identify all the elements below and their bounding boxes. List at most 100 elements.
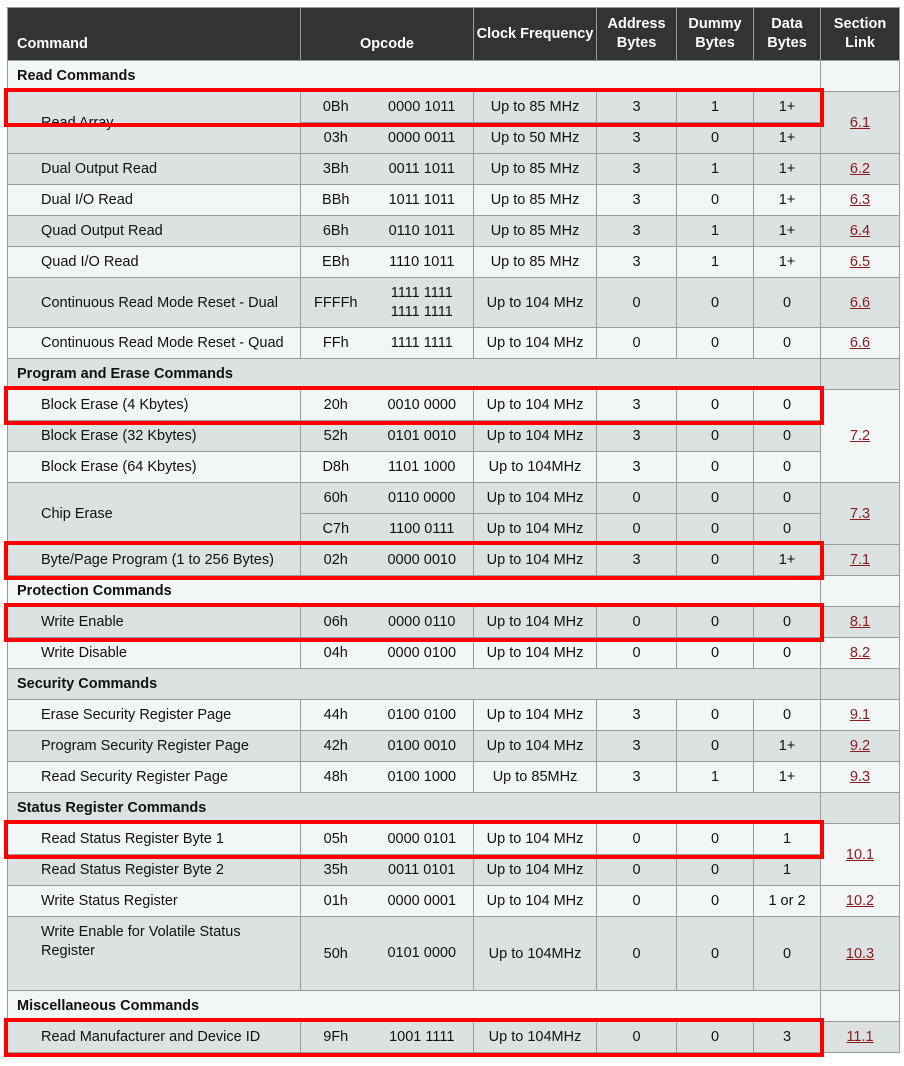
address-bytes: 0: [596, 277, 678, 328]
data-bytes: 0: [753, 327, 822, 359]
address-bytes: 0: [596, 823, 678, 855]
section-link[interactable]: 8.2: [849, 645, 871, 661]
section-link[interactable]: 9.1: [849, 707, 871, 723]
section-header-row: Status Register Commands: [6, 792, 901, 824]
header-opcode: Opcode: [299, 7, 475, 61]
header-clock: Clock Frequency: [473, 7, 598, 61]
dummy-bytes: 0: [676, 420, 755, 452]
table-row: Read Array 0Bh 0000 1011 Up to 85 MHz 3 1 1+ 6.…: [7, 91, 901, 154]
section-title: Security Commands: [6, 668, 822, 700]
section-link[interactable]: 6.6: [849, 335, 871, 351]
table-row: Block Erase (4 Kbytes) 20h 0010 0000 Up to …: [7, 389, 901, 483]
table-row: Dual I/O Read BBh 1011 1011 Up to 85 MHz 3 0 1…: [7, 184, 901, 216]
opcode-binary: 0010 0000: [370, 389, 475, 421]
command-table: Command Opcode Clock Frequency Address B…: [6, 7, 901, 1053]
opcode-binary: 0100 1000: [370, 761, 475, 793]
section-link-cell: 6.2: [820, 153, 901, 185]
command-name: Dual I/O Read: [7, 184, 301, 216]
section-link[interactable]: 6.5: [849, 254, 871, 270]
command-name: Program Security Register Page: [7, 730, 301, 762]
opcode-hex: 48h: [300, 761, 371, 793]
clock-frequency: Up to 104 MHz: [473, 482, 598, 514]
opcode-hex: BBh: [300, 184, 371, 216]
opcode-hex: 0Bh: [300, 91, 371, 123]
dummy-bytes: 0: [676, 885, 755, 917]
command-name: Block Erase (32 Kbytes): [7, 420, 301, 452]
clock-frequency: Up to 104MHz: [473, 1021, 598, 1053]
data-bytes: 0: [753, 451, 822, 483]
section-link-cell: 9.2: [820, 730, 901, 762]
table-header-row: Command Opcode Clock Frequency Address B…: [7, 7, 901, 61]
opcode-hex: 01h: [300, 885, 371, 917]
opcode-binary: 0000 0110: [370, 606, 475, 638]
section-link[interactable]: 6.3: [849, 192, 871, 208]
header-section: Section Link: [820, 7, 901, 61]
section-link[interactable]: 10.3: [845, 945, 875, 962]
table-row: Byte/Page Program (1 to 256 Bytes) 02h 000…: [7, 544, 901, 576]
section-link[interactable]: 7.2: [849, 428, 871, 444]
section-title: Miscellaneous Commands: [6, 990, 822, 1022]
section-header-row: Security Commands: [6, 668, 901, 700]
opcode-hex: EBh: [300, 246, 371, 278]
data-bytes: 1+: [753, 215, 822, 247]
opcode-binary: 0000 0100: [370, 637, 475, 669]
dummy-bytes: 0: [676, 544, 755, 576]
section-link-cell: 6.6: [820, 327, 901, 359]
section-link[interactable]: 9.3: [849, 769, 871, 785]
clock-frequency: Up to 104 MHz: [473, 730, 598, 762]
section-link-cell: 8.2: [820, 637, 901, 669]
address-bytes: 3: [596, 761, 678, 793]
dummy-bytes: 1: [676, 153, 755, 185]
clock-frequency: Up to 85 MHz: [473, 184, 598, 216]
section-link[interactable]: 10.1: [845, 846, 875, 863]
command-name: Quad Output Read: [7, 215, 301, 247]
data-bytes: 1: [753, 854, 822, 886]
section-link[interactable]: 10.2: [845, 893, 875, 909]
section-link-cell: 6.4: [820, 215, 901, 247]
clock-frequency: Up to 104 MHz: [473, 544, 598, 576]
header-data: Data Bytes: [753, 7, 822, 61]
section-link[interactable]: 7.1: [849, 552, 871, 568]
command-name: Write Enable for Volatile Status Registe…: [7, 916, 301, 991]
opcode-binary: 1110 1011: [370, 246, 475, 278]
data-bytes: 1+: [753, 122, 822, 154]
dummy-bytes: 0: [676, 389, 755, 421]
opcode-hex: D8h: [300, 451, 371, 483]
section-title: Protection Commands: [6, 575, 822, 607]
opcode-binary: 1101 1000: [370, 451, 475, 483]
clock-frequency: Up to 104 MHz: [473, 389, 598, 421]
table-row: Read Status Register Byte 2 35h 0011 0101 U…: [7, 854, 900, 886]
section-link-cell: 7.3: [820, 482, 901, 545]
section-link[interactable]: 8.1: [849, 614, 871, 630]
address-bytes: 3: [596, 215, 678, 247]
clock-frequency: Up to 104 MHz: [473, 327, 598, 359]
section-title: Read Commands: [6, 60, 822, 92]
section-link[interactable]: 9.2: [849, 738, 871, 754]
section-link[interactable]: 11.1: [846, 1029, 874, 1045]
section-link[interactable]: 6.4: [849, 223, 871, 239]
section-link[interactable]: 6.2: [849, 161, 871, 177]
address-bytes: 3: [596, 544, 678, 576]
opcode-hex: 3Bh: [300, 153, 371, 185]
command-name: Erase Security Register Page: [7, 699, 301, 731]
clock-frequency: Up to 104 MHz: [473, 637, 598, 669]
opcode-binary: 0000 0011: [370, 122, 475, 154]
address-bytes: 3: [596, 246, 678, 278]
section-link-cell: 7.1: [820, 544, 901, 576]
section-link[interactable]: 7.3: [849, 505, 871, 522]
opcode-hex: 06h: [300, 606, 371, 638]
dummy-bytes: 0: [676, 730, 755, 762]
dummy-bytes: 0: [676, 513, 755, 545]
section-header-row: Miscellaneous Commands: [6, 990, 901, 1022]
section-link[interactable]: 6.6: [849, 294, 871, 311]
dummy-bytes: 1: [676, 761, 755, 793]
data-bytes: 1 or 2: [753, 885, 822, 917]
address-bytes: 0: [596, 482, 678, 514]
address-bytes: 0: [596, 513, 678, 545]
opcode-hex: 50h: [300, 916, 371, 991]
section-header-row: Program and Erase Commands: [6, 358, 901, 390]
address-bytes: 3: [596, 122, 678, 154]
section-link-cell: 10.1: [820, 823, 901, 886]
section-link[interactable]: 6.1: [849, 114, 871, 131]
opcode-hex: 9Fh: [300, 1021, 371, 1053]
